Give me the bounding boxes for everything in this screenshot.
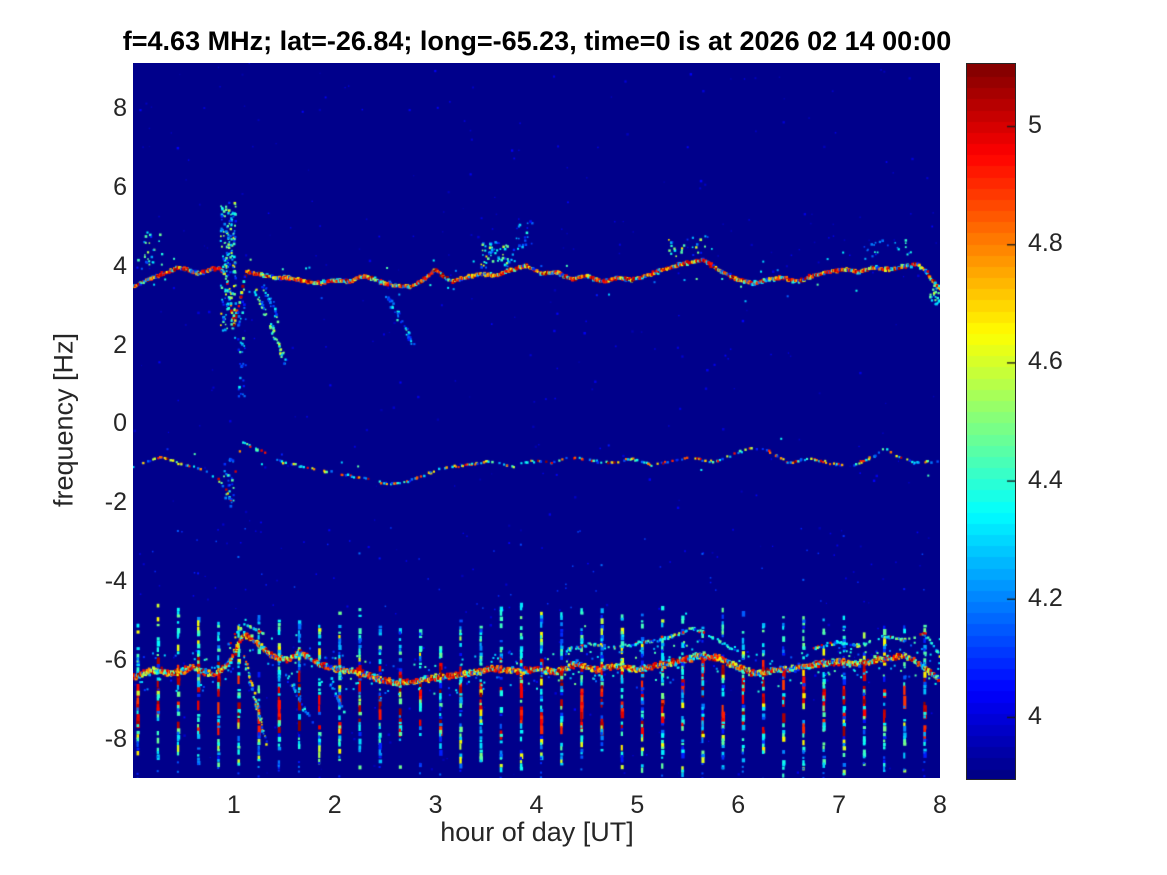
colorbar-tick-label: 4 xyxy=(1028,701,1042,730)
spectrogram-plot-area xyxy=(133,63,940,778)
x-tick-label: 1 xyxy=(226,791,241,819)
x-axis-label: hour of day [UT] xyxy=(440,817,634,847)
y-tick-label: -6 xyxy=(104,645,127,674)
colorbar-tick-label: 4.4 xyxy=(1028,465,1063,494)
x-tick-label: 3 xyxy=(428,791,443,819)
x-tick-label: 7 xyxy=(832,791,847,819)
colorbar-tick-label: 4.2 xyxy=(1028,583,1063,612)
y-tick-label: -2 xyxy=(104,488,127,517)
y-tick-label: 4 xyxy=(113,251,127,280)
colorbar xyxy=(966,63,1016,780)
colorbar-tick-label: 4.8 xyxy=(1028,229,1063,258)
y-tick-label: -8 xyxy=(104,724,127,753)
y-tick-label: -4 xyxy=(104,567,127,596)
x-tick-label: 4 xyxy=(529,791,544,819)
x-tick-label: 5 xyxy=(630,791,645,819)
y-tick-label: 8 xyxy=(113,94,127,123)
plot-title: f=4.63 MHz; lat=-26.84; long=-65.23, tim… xyxy=(122,26,952,56)
y-tick-label: 0 xyxy=(113,409,127,438)
y-tick-label: 2 xyxy=(113,330,127,359)
y-tick-label: 6 xyxy=(113,173,127,202)
x-tick-label: 2 xyxy=(327,791,342,819)
x-tick-label: 8 xyxy=(933,791,947,819)
colorbar-tick-label: 5 xyxy=(1028,111,1042,140)
colorbar-tick-label: 4.6 xyxy=(1028,347,1063,376)
x-tick-label: 6 xyxy=(731,791,746,819)
